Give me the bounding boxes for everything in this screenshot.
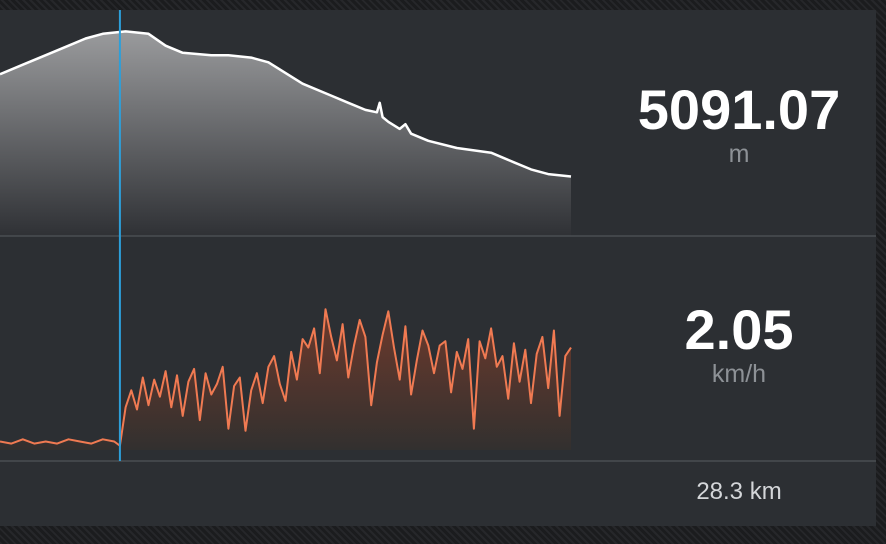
speed-area bbox=[0, 309, 571, 450]
speed-unit: km/h bbox=[711, 360, 767, 388]
charts-svg bbox=[0, 10, 876, 462]
elevation-area bbox=[0, 31, 571, 237]
elevation-value: 5091.07 bbox=[637, 78, 841, 141]
speed-value: 2.05 bbox=[684, 298, 794, 361]
distance-label: 28.3 km bbox=[696, 478, 782, 505]
chart-panel: 5091.07 m 2.05 km/h 28.3 km bbox=[0, 10, 876, 526]
elevation-unit: m bbox=[728, 140, 750, 168]
speed-line bbox=[0, 308, 572, 447]
elevation-line bbox=[0, 30, 572, 178]
speed-readout: 2.05 km/h bbox=[614, 298, 864, 389]
elevation-readout: 5091.07 m bbox=[614, 78, 864, 169]
